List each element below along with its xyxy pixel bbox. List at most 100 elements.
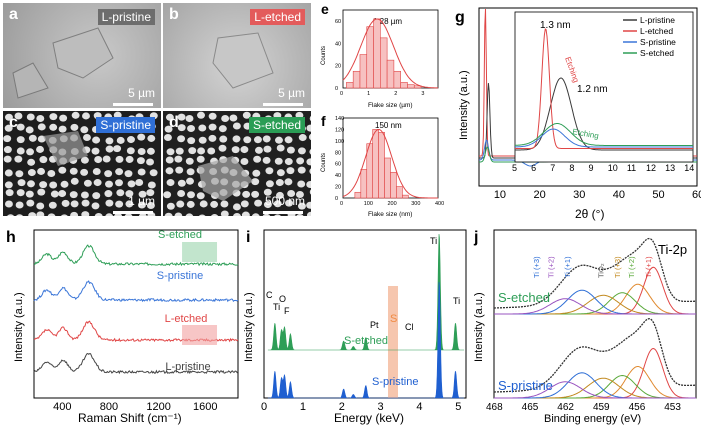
ylabel-i: Intensity (a.u.): [243, 292, 255, 362]
pore-cell: [229, 114, 238, 122]
pore-cell: [115, 200, 124, 208]
x-tick-label: 465: [522, 402, 539, 413]
series-label-s-pristine: S-pristine: [372, 376, 418, 388]
pore-cell: [91, 202, 100, 210]
pore-cell: [115, 168, 124, 176]
pore-cell: [164, 212, 173, 216]
histogram-bar: [360, 169, 368, 199]
sem-label-c: S-pristine: [96, 117, 155, 133]
xps-component: [494, 298, 696, 315]
pore-cell: [251, 190, 260, 198]
pore-cell: [105, 213, 114, 216]
inset-curve: [515, 123, 693, 146]
pore-cell: [262, 156, 271, 164]
pore-cell: [174, 212, 183, 216]
sem-label-b: L-etched: [250, 9, 305, 25]
fit-curve-f: [342, 128, 438, 199]
series-label-s-etched: S-etched: [344, 335, 388, 347]
xlabel-i: Energy (keV): [334, 411, 404, 425]
x-tick-label: 468: [486, 402, 503, 413]
pore-cell: [232, 122, 241, 130]
pore-cell: [163, 133, 172, 141]
pore-cell: [7, 214, 14, 216]
series-label: S-etched: [158, 229, 202, 241]
pore-cell: [28, 212, 37, 216]
pore-cell: [177, 113, 186, 121]
pore-cell: [3, 146, 12, 154]
pore-cell: [104, 170, 113, 178]
pore-cell: [71, 111, 80, 119]
pore-cell: [15, 201, 24, 209]
pore-cell: [166, 148, 175, 156]
pore-cell: [208, 123, 217, 131]
pore-cell: [113, 145, 122, 153]
pore-cell: [273, 200, 282, 208]
pore-cell: [284, 158, 293, 166]
element-cl: Cl: [405, 322, 414, 332]
pore-cell: [80, 168, 89, 176]
pore-cell: [104, 190, 113, 198]
spectrum-s-pristine: [267, 281, 465, 399]
xlabel-e: Flake size (µm): [368, 102, 413, 109]
y-tick-label: 20: [335, 64, 341, 70]
pore-cell: [26, 199, 35, 207]
pore-cell: [199, 200, 208, 208]
series-label-top: S-etched: [498, 290, 550, 305]
ylabel-g: Intensity (a.u.): [458, 70, 470, 140]
pore-cell: [69, 191, 78, 199]
pore-cell: [16, 136, 25, 144]
tick-group-j: 468 465 462 459 456 453: [486, 402, 681, 413]
series-label: S-pristine: [157, 270, 203, 282]
pore-cell: [262, 213, 271, 216]
pore-cell: [185, 157, 194, 165]
pore-cell: [219, 135, 228, 143]
pore-cell: [197, 147, 206, 155]
flake-overlay: [43, 131, 88, 166]
y-tick-label: 60: [335, 19, 341, 25]
pore-cell: [306, 180, 311, 189]
y-tick-label: 100: [335, 139, 344, 145]
histogram-bar: [396, 186, 403, 199]
pore-cell: [36, 211, 45, 216]
pore-cell: [253, 155, 262, 163]
sem-texture-c: [3, 111, 158, 216]
pore-cell: [220, 210, 229, 216]
peak-label: Ti (+2): [546, 256, 555, 278]
highlight-etched: [182, 242, 218, 262]
sem-image-d: d S-etched 500 nm: [163, 111, 311, 216]
pore-cell: [297, 180, 306, 188]
y-tick-label: 40: [335, 41, 341, 47]
inset-x-tick-label: 7: [550, 163, 555, 173]
pore-cell: [105, 180, 113, 188]
pore-cell: [137, 168, 146, 176]
tick-group-g: 10 20 30 40 50 60: [494, 189, 701, 201]
pore-cell: [242, 190, 251, 198]
pore-cell: [240, 200, 249, 208]
pore-cell: [27, 169, 36, 177]
legend-entry: S-etched: [640, 48, 674, 58]
pore-cell: [25, 190, 34, 198]
sem-label-a: L-pristine: [97, 9, 155, 25]
x-tick-label: 800: [100, 401, 118, 413]
inset-curve: [515, 128, 693, 148]
pore-cell: [147, 134, 156, 142]
pore-cell: [47, 213, 56, 216]
histogram-bar: [380, 37, 388, 89]
histogram-bar: [378, 131, 385, 199]
pore-cell: [36, 202, 45, 210]
pore-cell: [163, 191, 172, 199]
histogram-e: e 1.28 µm 0 1 2 3 0 20 40 60 Counts Flake size …: [321, 1, 439, 109]
x-tick-label: 1: [367, 91, 370, 97]
x-tick-label: 462: [557, 402, 574, 413]
histogram-bar: [390, 171, 397, 199]
x-tick-label: 1200: [146, 401, 170, 413]
ylabel-f: Counts: [321, 153, 327, 172]
pore-cell: [16, 123, 25, 131]
peak-label: Ti (+3): [532, 256, 541, 278]
x-tick-label: 400: [53, 401, 71, 413]
pore-cell: [4, 124, 13, 132]
pore-cell: [296, 213, 304, 216]
pore-cell: [265, 167, 274, 175]
pore-cell: [70, 211, 79, 216]
pore-cell: [187, 137, 196, 145]
